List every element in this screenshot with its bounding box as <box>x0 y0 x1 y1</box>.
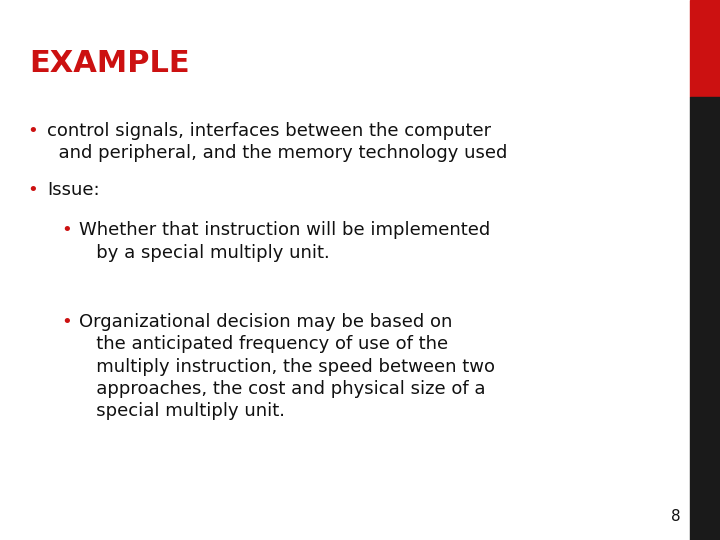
Text: Organizational decision may be based on
   the anticipated frequency of use of t: Organizational decision may be based on … <box>79 313 495 420</box>
Text: EXAMPLE: EXAMPLE <box>29 49 189 78</box>
Text: control signals, interfaces between the computer
  and peripheral, and the memor: control signals, interfaces between the … <box>47 122 507 161</box>
Text: •: • <box>61 313 72 331</box>
Text: •: • <box>61 221 72 239</box>
Bar <box>690 97 720 540</box>
Text: Issue:: Issue: <box>47 181 99 199</box>
Bar <box>690 0 720 97</box>
Text: •: • <box>27 122 38 139</box>
Text: •: • <box>27 181 38 199</box>
Text: 8: 8 <box>670 509 680 524</box>
Text: Whether that instruction will be implemented
   by a special multiply unit.: Whether that instruction will be impleme… <box>79 221 490 261</box>
